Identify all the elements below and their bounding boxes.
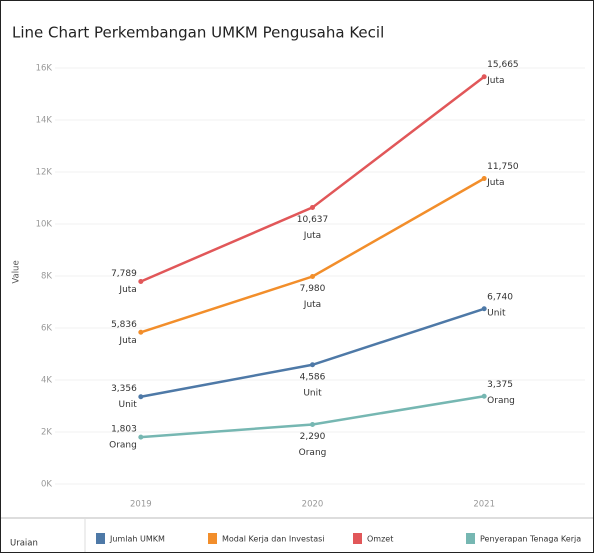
data-label-unit: Juta [118, 285, 136, 295]
data-label-unit: Juta [303, 231, 321, 241]
y-tick-label: 8K [41, 272, 52, 282]
legend-swatch [96, 533, 105, 544]
data-label: 3,375 [487, 380, 513, 390]
y-tick-label: 2K [41, 428, 52, 438]
point [481, 176, 487, 181]
chart-title: Line Chart Perkembangan UMKM Pengusaha K… [12, 24, 384, 42]
data-label: 10,637 [297, 215, 329, 225]
data-label-unit: Juta [486, 178, 504, 188]
point [138, 329, 144, 335]
data-label: 3,356 [111, 384, 137, 394]
data-label: 4,586 [300, 372, 326, 382]
data-label-unit: Juta [303, 300, 321, 310]
point [310, 274, 315, 280]
point [138, 394, 144, 400]
data-label: 7,980 [300, 284, 326, 294]
data-label-unit: Unit [487, 308, 506, 318]
x-tick-label: 2021 [473, 500, 495, 510]
y-tick-label: 14K [36, 116, 53, 126]
data-label: 6,740 [487, 292, 513, 302]
y-tick-label: 6K [41, 324, 52, 334]
legend-label: Modal Kerja dan Investasi [222, 535, 325, 544]
data-label-unit: Orang [299, 448, 327, 458]
point [138, 434, 144, 440]
data-label: 2,290 [300, 432, 326, 442]
data-label: 5,836 [111, 320, 137, 330]
y-tick-label: 12K [36, 168, 53, 178]
x-tick-label: 2020 [302, 500, 324, 510]
data-label-unit: Juta [118, 336, 136, 346]
point [310, 421, 315, 427]
x-tick-label: 2019 [130, 500, 152, 510]
legend-swatch [466, 533, 475, 544]
legend-label: Jumlah UMKM [109, 535, 165, 544]
y-tick-label: 0K [41, 480, 52, 490]
point [310, 362, 315, 368]
y-tick-label: 10K [36, 220, 53, 230]
data-label-unit: Unit [303, 388, 322, 398]
y-tick-label: 4K [41, 376, 52, 386]
data-label: 15,665 [487, 60, 518, 70]
data-label-unit: Unit [119, 400, 138, 410]
data-label-unit: Orang [487, 396, 515, 406]
legend-title: Uraian [10, 539, 38, 549]
point [138, 278, 144, 284]
point [481, 306, 487, 312]
legend-label: Penyerapan Tenaga Kerja [480, 535, 581, 544]
point [481, 393, 487, 399]
point [310, 204, 315, 210]
point [481, 74, 487, 80]
data-label: 7,789 [111, 269, 137, 279]
y-axis-label: Value [12, 260, 22, 283]
legend-label: Omzet [367, 535, 393, 544]
data-label-unit: Orang [109, 441, 137, 451]
data-label: 11,750 [487, 162, 519, 172]
data-label: 1,803 [111, 425, 137, 435]
data-label-unit: Juta [486, 76, 504, 86]
legend-swatch [353, 533, 362, 544]
y-tick-label: 16K [36, 64, 53, 74]
legend-swatch [208, 533, 217, 544]
